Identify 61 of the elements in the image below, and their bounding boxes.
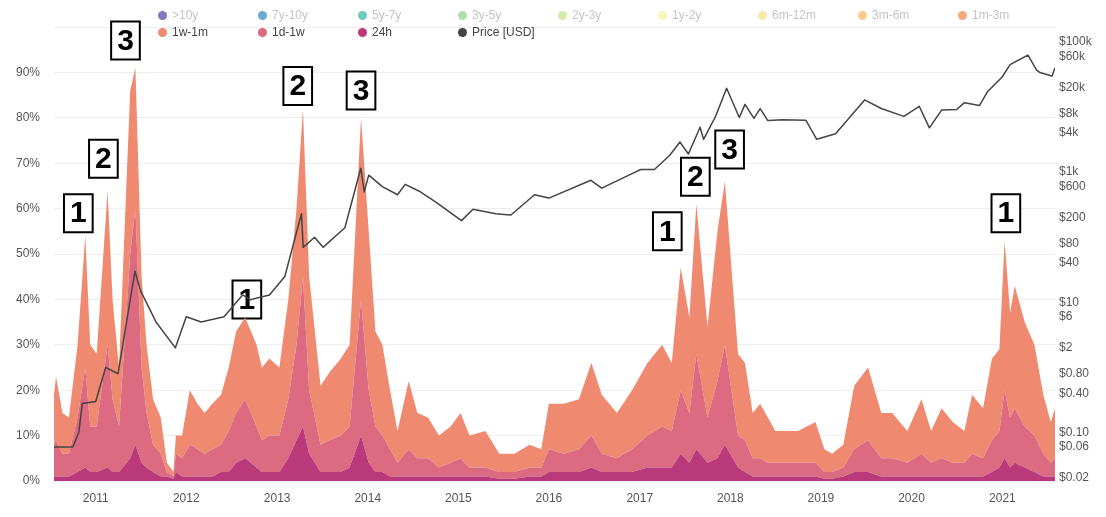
legend-label: 1w-1m xyxy=(172,25,209,39)
y-tick-label: 60% xyxy=(15,200,41,215)
legend-label: 7y-10y xyxy=(272,8,309,22)
annotation: 2 xyxy=(289,68,307,102)
y2-tick-label: $8k xyxy=(1059,105,1080,120)
legend-label: 1d-1w xyxy=(272,25,305,39)
x-tick-label: 2017 xyxy=(626,490,654,505)
legend-label: 1m-3m xyxy=(972,8,1010,22)
legend-label: 3m-6m xyxy=(872,8,910,22)
y-tick-label: 0% xyxy=(22,473,41,488)
legend-label: 2y-3y xyxy=(572,8,602,22)
annotation: 2 xyxy=(687,159,704,193)
x-tick-label: 2016 xyxy=(535,490,563,505)
y2-tick-label: $0.40 xyxy=(1059,385,1090,400)
x-tick-label: 2019 xyxy=(807,490,835,505)
y2-tick-label: $60k xyxy=(1059,48,1087,63)
y2-tick-label: $6 xyxy=(1059,309,1073,324)
y-tick-label: 30% xyxy=(15,337,41,352)
x-tick-label: 2011 xyxy=(82,490,109,505)
y2-tick-label: $0.02 xyxy=(1059,470,1090,485)
legend-label: 6m-12m xyxy=(772,8,817,22)
annotation: 3 xyxy=(117,22,134,56)
x-tick-label: 2012 xyxy=(172,490,200,505)
y2-tick-label: $600 xyxy=(1059,178,1087,193)
y2-tick-label: $80 xyxy=(1059,235,1080,250)
y-tick-label: 20% xyxy=(15,382,41,397)
y2-tick-label: $1k xyxy=(1059,164,1080,179)
y2-tick-label: $100k xyxy=(1059,34,1093,49)
legend-label: 24h xyxy=(372,25,393,39)
annotation: 1 xyxy=(658,213,676,247)
x-tick-label: 2021 xyxy=(989,490,1017,505)
legend-label: 5y-7y xyxy=(372,8,402,22)
annotation: 3 xyxy=(352,72,370,106)
y2-tick-label: $4k xyxy=(1059,125,1080,140)
x-tick-label: 2018 xyxy=(717,490,745,505)
annotation: 1 xyxy=(69,195,87,229)
y2-tick-label: $0.06 xyxy=(1059,439,1090,454)
annotation: 1 xyxy=(997,195,1015,229)
y-tick-label: 10% xyxy=(15,427,41,442)
y-tick-label: 70% xyxy=(15,155,41,170)
x-tick-label: 2015 xyxy=(444,490,472,505)
y2-tick-label: $20k xyxy=(1059,79,1087,94)
y-tick-label: 80% xyxy=(15,110,41,125)
x-tick-label: 2020 xyxy=(898,490,926,505)
annotation: 2 xyxy=(95,140,112,174)
y-tick-label: 90% xyxy=(15,64,41,79)
x-tick-label: 2013 xyxy=(263,490,291,505)
y2-tick-label: $10 xyxy=(1059,294,1080,309)
y-tick-label: 40% xyxy=(15,291,41,306)
y2-tick-label: $40 xyxy=(1059,255,1080,270)
y2-tick-label: $0.10 xyxy=(1059,424,1090,439)
legend-label: >10y xyxy=(172,8,199,22)
annotation: 3 xyxy=(721,131,738,165)
legend-label: 1y-2y xyxy=(672,8,702,22)
y-tick-label: 50% xyxy=(15,246,41,261)
x-tick-label: 2014 xyxy=(354,490,382,505)
y2-tick-label: $2 xyxy=(1059,340,1073,355)
legend-label: 3y-5y xyxy=(472,8,502,22)
y2-tick-label: $200 xyxy=(1059,209,1087,224)
legend-label: Price [USD] xyxy=(472,25,535,39)
y2-tick-label: $0.80 xyxy=(1059,366,1090,381)
